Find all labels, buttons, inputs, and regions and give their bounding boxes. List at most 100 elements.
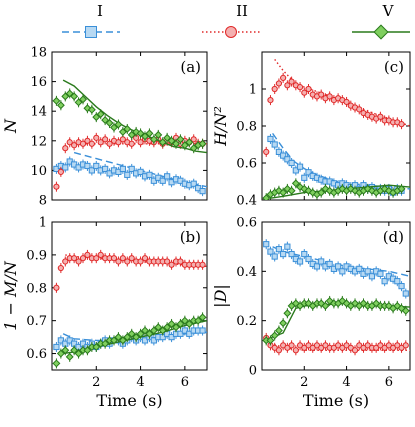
data-point-V <box>61 346 70 355</box>
data-point-I <box>168 334 175 341</box>
data-point-I <box>271 141 278 148</box>
legend-marker <box>85 26 97 38</box>
panel-c: 0.4 0.6 0.8 1 H/N² (c) <box>211 51 411 209</box>
data-point-II <box>115 258 122 265</box>
data-point-I <box>301 174 308 181</box>
data-point-I <box>335 263 342 270</box>
model-line-I <box>272 246 410 277</box>
axes-frame <box>261 221 411 371</box>
panel-label: (a) <box>180 58 201 76</box>
data-point-V <box>101 116 110 125</box>
data-point-I <box>263 241 270 248</box>
data-point-I <box>275 148 283 156</box>
data-point-I <box>119 165 126 173</box>
data-point-V <box>61 92 70 101</box>
data-point-I <box>66 337 73 344</box>
data-point-I <box>164 173 171 180</box>
data-point-I <box>296 258 304 265</box>
data-point-V <box>185 138 194 147</box>
data-point-V <box>92 343 101 351</box>
data-point-I <box>186 330 193 337</box>
axes-frame <box>51 51 208 201</box>
data-point-I <box>394 278 401 285</box>
data-point-V <box>149 326 158 335</box>
data-point-I <box>318 258 325 265</box>
series-V <box>52 79 207 154</box>
data-point-II <box>164 258 171 265</box>
y-tick-label: 0.6 <box>26 347 47 362</box>
data-point-V <box>56 349 65 358</box>
series-II <box>53 249 207 293</box>
data-point-II <box>53 183 60 190</box>
data-point-V <box>83 346 92 355</box>
data-point-V <box>317 188 326 197</box>
data-point-V <box>52 96 61 105</box>
data-point-I <box>141 337 149 344</box>
data-point-II <box>288 78 295 85</box>
data-point-I <box>288 159 295 167</box>
panel-label: (d) <box>383 228 404 246</box>
y-axis-label: 1 − M/N <box>1 260 20 331</box>
legend-label: V <box>382 2 395 20</box>
data-point-I <box>53 343 60 351</box>
data-point-I <box>402 290 409 297</box>
data-point-II <box>190 136 197 143</box>
y-tick-label: 14 <box>30 105 47 120</box>
y-tick-label: 18 <box>30 46 47 61</box>
data-point-II <box>402 342 409 349</box>
data-point-II <box>398 121 405 128</box>
data-point-V <box>87 105 96 114</box>
data-point-V <box>287 186 296 195</box>
data-point-II <box>377 113 384 120</box>
data-point-I <box>199 188 206 195</box>
data-point-II <box>115 139 122 146</box>
data-point-V <box>70 346 79 355</box>
y-tick-label: 0.2 <box>236 314 257 329</box>
data-point-II <box>119 255 126 262</box>
data-point-V <box>114 120 123 129</box>
data-point-II <box>93 134 100 141</box>
plot-area <box>52 249 207 369</box>
data-point-V <box>180 141 189 150</box>
data-point-I <box>267 248 274 255</box>
data-point-I <box>159 177 166 184</box>
legend-marker <box>373 24 389 40</box>
data-point-V <box>154 323 163 332</box>
data-point-II <box>97 139 104 146</box>
data-point-V <box>172 323 180 332</box>
data-point-I <box>280 152 287 159</box>
data-point-I <box>284 156 291 163</box>
data-point-V <box>189 144 198 153</box>
axes-frame <box>51 221 208 371</box>
data-point-I <box>88 167 95 174</box>
data-point-V <box>110 123 118 132</box>
data-point-V <box>110 336 118 345</box>
data-point-V <box>283 309 292 318</box>
data-point-V <box>70 92 79 101</box>
data-point-V <box>163 323 172 332</box>
data-point-I <box>280 250 287 258</box>
y-tick-label: 12 <box>30 134 47 149</box>
data-point-V <box>141 326 149 335</box>
data-point-V <box>321 301 330 310</box>
data-point-V <box>262 194 271 200</box>
y-tick-label: 8 <box>39 194 47 209</box>
data-point-II <box>292 347 299 354</box>
data-point-I <box>124 171 131 178</box>
data-point-II <box>326 93 333 100</box>
data-point-II <box>62 145 69 152</box>
data-point-V <box>180 316 189 325</box>
data-point-V <box>167 136 176 145</box>
data-point-V <box>65 89 74 98</box>
data-point-I <box>57 337 64 344</box>
data-point-II <box>356 106 363 113</box>
data-point-I <box>305 169 312 176</box>
panel-d: 0 0.2 0.4 0.6 2 4 6 |D| Time (s) (d) <box>211 216 411 410</box>
data-point-V <box>127 329 136 338</box>
panels: 81012141618N(a)0.40.60.81H/N²(c)0.60.70.… <box>1 46 411 410</box>
series-V <box>262 178 410 200</box>
data-point-V <box>176 319 185 328</box>
data-point-V <box>145 329 154 338</box>
y-tick-label: 0 <box>249 364 257 379</box>
